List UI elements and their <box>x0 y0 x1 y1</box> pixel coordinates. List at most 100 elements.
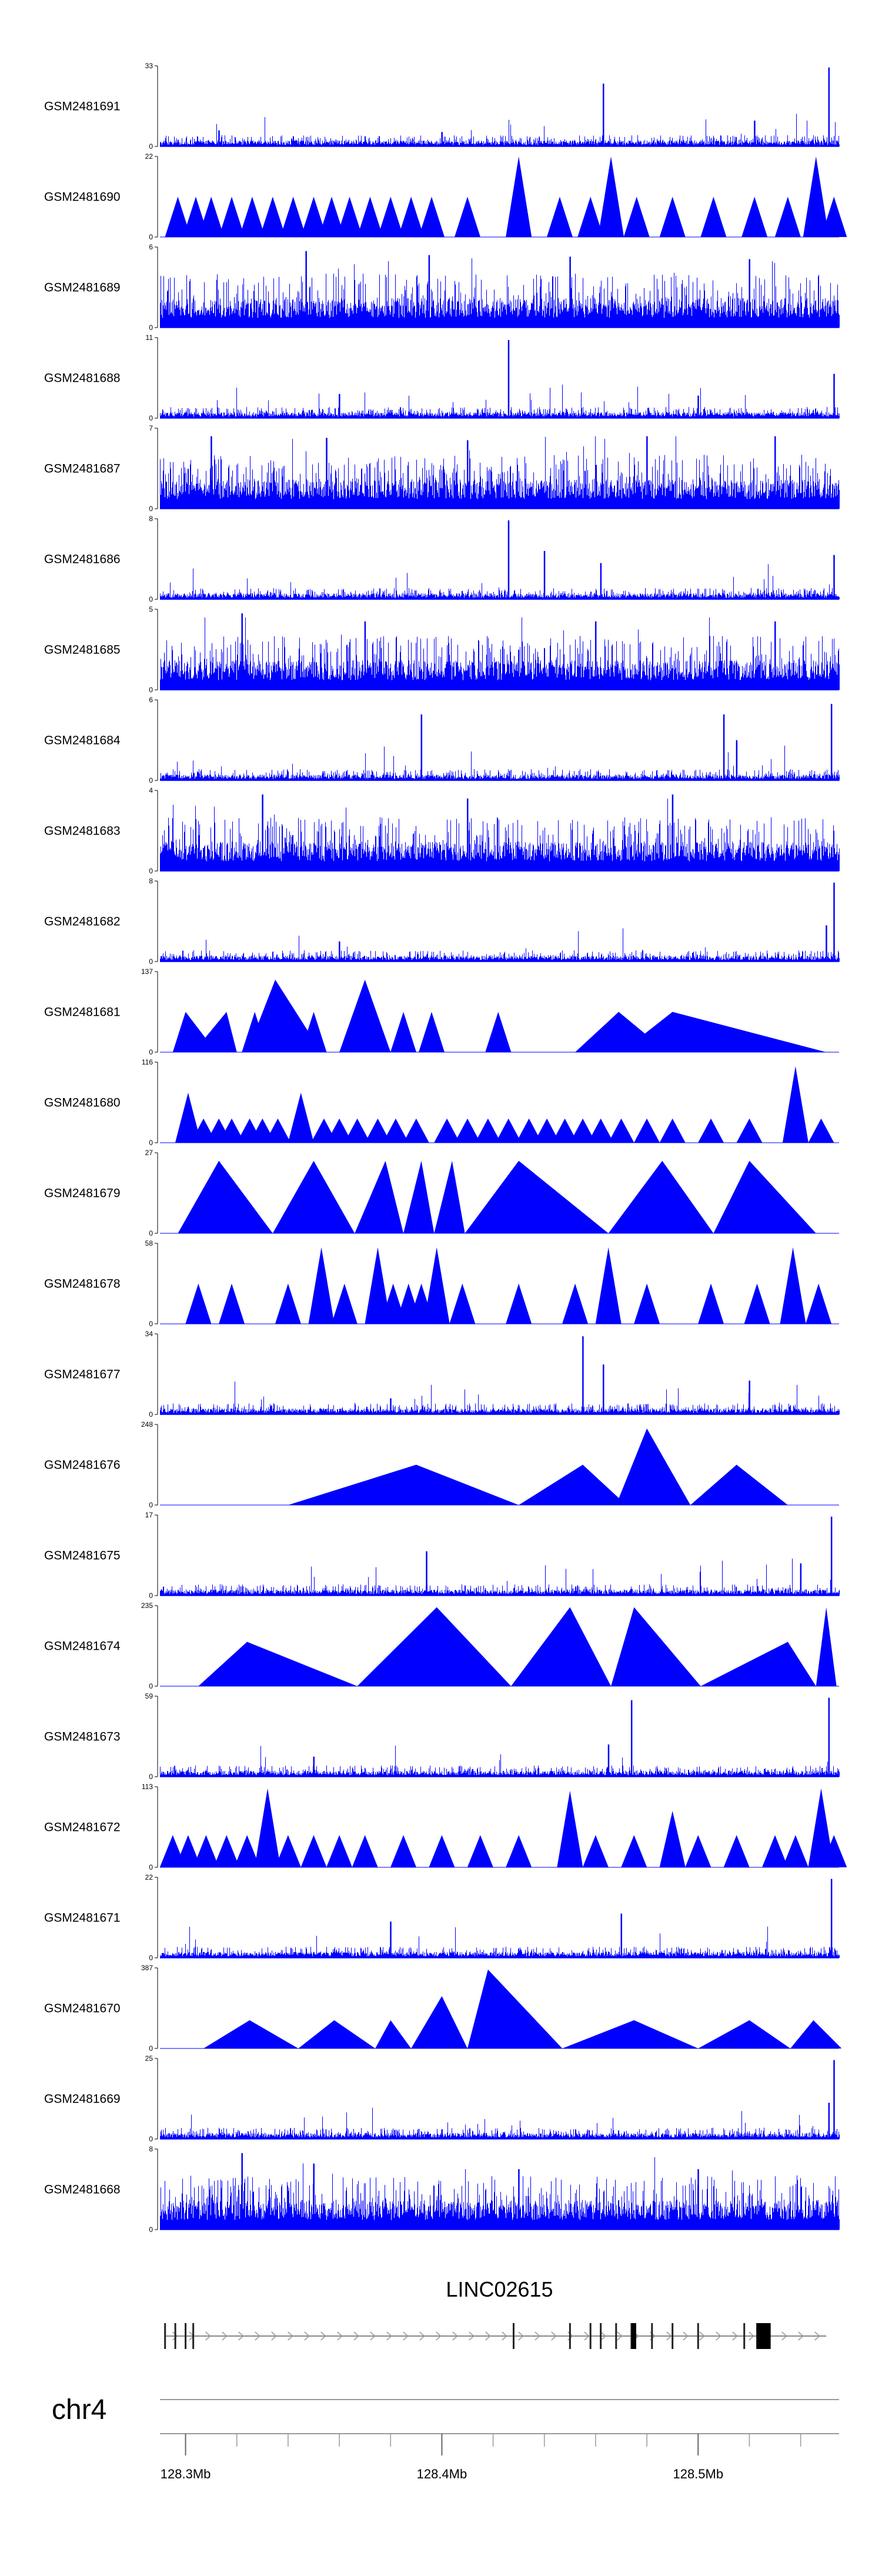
coverage-peak <box>313 2163 315 2230</box>
exon <box>631 2323 636 2349</box>
coverage-peak <box>219 1283 245 1324</box>
coverage-peak <box>762 1835 789 1867</box>
coverage-peak <box>557 1790 583 1867</box>
coverage-signal <box>160 2107 840 2139</box>
track-GSM2481686: GSM2481686 8 0 <box>44 515 840 603</box>
y-zero-label: 0 <box>149 1954 153 1962</box>
track-label: GSM2481682 <box>44 915 121 929</box>
track-label: GSM2481677 <box>44 1368 121 1382</box>
coverage-peak <box>475 1118 501 1143</box>
coverage-signal <box>160 745 840 780</box>
coverage-signal <box>160 436 840 509</box>
coverage-peak <box>598 156 624 237</box>
coverage-peak <box>821 1835 847 1867</box>
chromosome-label: chr4 <box>52 2394 106 2425</box>
y-zero-label: 0 <box>149 867 153 875</box>
track-label: GSM2481680 <box>44 1096 121 1110</box>
coverage-peak <box>543 550 546 599</box>
strand-arrow <box>255 2331 260 2341</box>
coverage-peak <box>582 1336 584 1414</box>
coverage-peak <box>723 1835 750 1867</box>
y-max-label: 17 <box>145 1511 153 1519</box>
coverage-signal <box>160 1382 840 1414</box>
coverage-peak <box>198 196 225 237</box>
coverage-peak <box>280 196 306 237</box>
coverage-peak <box>382 1118 409 1143</box>
coverage-peak <box>403 1118 429 1143</box>
coverage-peak <box>193 1012 237 1052</box>
coverage-signal <box>160 798 840 871</box>
strand-arrow <box>370 2331 376 2341</box>
coverage-signal <box>160 258 840 328</box>
strand-arrow <box>337 2331 343 2341</box>
coverage-peak <box>774 196 801 237</box>
track-GSM2481684: GSM2481684 6 0 <box>44 696 840 785</box>
coverage-peak <box>426 1551 427 1596</box>
y-max-label: 387 <box>141 1964 153 1972</box>
y-max-label: 248 <box>141 1420 153 1429</box>
coverage-peak <box>467 1835 493 1867</box>
coverage-peak <box>313 1756 315 1777</box>
coverage-peak <box>608 1118 634 1143</box>
y-zero-label: 0 <box>149 776 153 785</box>
track-label: GSM2481671 <box>44 1911 121 1925</box>
y-zero-label: 0 <box>149 1320 153 1328</box>
coverage-peak <box>685 1835 711 1867</box>
strand-arrow <box>814 2331 820 2341</box>
track-label: GSM2481684 <box>44 734 121 748</box>
coverage-peak <box>790 2020 842 2048</box>
strand-arrow <box>716 2331 721 2341</box>
coverage-peak <box>700 1641 816 1686</box>
coverage-peak <box>506 1283 532 1324</box>
axis-body: 128.3Mb 128.4Mb 128.5Mb <box>160 2399 839 2481</box>
coverage-peak <box>377 196 404 237</box>
y-zero-label: 0 <box>149 1229 153 1237</box>
coverage-peak <box>833 555 835 599</box>
strand-arrow <box>205 2331 211 2341</box>
coverage-peak <box>569 256 571 328</box>
y-zero-label: 0 <box>149 1591 153 1600</box>
coverage-peak <box>259 196 286 237</box>
coverage-peak <box>495 1118 522 1143</box>
coverage-peak <box>582 1835 609 1867</box>
gene-model <box>164 2323 827 2349</box>
strand-arrow <box>798 2331 804 2341</box>
coverage-peak <box>390 1012 417 1052</box>
coverage-peak <box>828 2103 830 2139</box>
exon <box>697 2323 699 2349</box>
coverage-peak <box>782 1835 808 1867</box>
coverage-signal <box>160 1746 840 1777</box>
coverage-peak <box>429 1835 455 1867</box>
coverage-peak <box>774 621 776 690</box>
track-label: GSM2481676 <box>44 1459 121 1472</box>
strand-arrow <box>584 2331 590 2341</box>
coverage-peak <box>754 121 756 146</box>
y-max-label: 33 <box>145 62 153 70</box>
coverage-peak <box>428 255 430 328</box>
coverage-peak <box>390 1921 392 1958</box>
coverage-peak <box>507 520 510 599</box>
track-GSM2481681: GSM2481681 137 0 <box>44 967 839 1056</box>
track-GSM2481673: GSM2481673 59 0 <box>44 1692 840 1781</box>
track-label: GSM2481681 <box>44 1006 121 1019</box>
y-zero-label: 0 <box>149 142 153 151</box>
strand-arrow <box>699 2331 705 2341</box>
strand-arrow <box>172 2331 178 2341</box>
coverage-peak <box>620 1913 623 1958</box>
track-GSM2481688: GSM2481688 11 0 <box>44 333 840 422</box>
strand-arrow <box>436 2331 442 2341</box>
coverage-peak <box>298 2020 376 2048</box>
exon <box>743 2323 746 2349</box>
y-max-label: 8 <box>149 877 153 885</box>
coverage-peak <box>780 1247 806 1324</box>
coverage-peak <box>546 196 573 237</box>
coverage-peak <box>319 196 345 237</box>
coverage-peak <box>465 1160 609 1233</box>
coverage-peak <box>698 2020 791 2048</box>
coverage-peak <box>390 1398 392 1414</box>
track-label: GSM2481686 <box>44 553 121 566</box>
track-GSM2481685: GSM2481685 5 0 <box>44 605 840 694</box>
coverage-signal <box>160 114 840 146</box>
coverage-peak <box>449 1283 476 1324</box>
coverage-peak <box>423 1247 450 1324</box>
